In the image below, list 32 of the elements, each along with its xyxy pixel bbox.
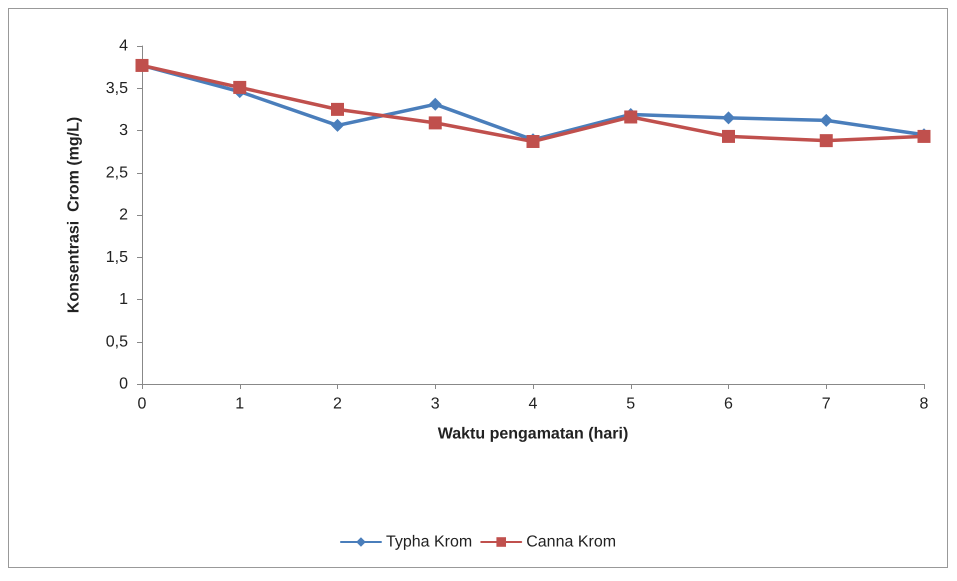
x-tick-label: 6 [724, 396, 734, 412]
point [428, 98, 442, 111]
y-tick-label: 2 [119, 206, 128, 224]
x-tick-label: 2 [333, 396, 342, 412]
y-tick-label: 1 [119, 291, 128, 308]
point [233, 80, 246, 94]
y-axis-title: Konsentrasi Crom (mg/L) [66, 116, 82, 314]
x-tick-label: 1 [235, 396, 244, 412]
y-tick-label: 3 [119, 122, 128, 139]
point [331, 102, 344, 116]
y-tick-label: 4 [119, 38, 128, 54]
y-tick-label: 1,5 [106, 248, 128, 266]
point [820, 134, 833, 148]
x-axis-title: Waktu pengamatan (hari) [438, 426, 628, 442]
x-tick-label: 7 [822, 396, 831, 412]
point [428, 116, 442, 130]
point [624, 110, 638, 124]
y-tick-label: 3,5 [106, 80, 128, 97]
point [820, 114, 833, 127]
x-tick-label: 0 [138, 396, 147, 412]
point [722, 130, 735, 143]
x-tick-label: 8 [920, 396, 929, 412]
x-tick-label: 3 [430, 396, 440, 412]
legend-label: Typha Krom [386, 534, 472, 550]
x-tick-label: 4 [528, 396, 538, 412]
y-tick-label: 2,5 [106, 164, 128, 182]
x-tick-label: 5 [626, 396, 636, 412]
y-tick-label: 0 [119, 376, 128, 392]
legend-label: Canna Krom [526, 534, 616, 550]
point [331, 118, 344, 132]
point [722, 111, 735, 124]
y-tick-label: 0,5 [106, 333, 128, 350]
